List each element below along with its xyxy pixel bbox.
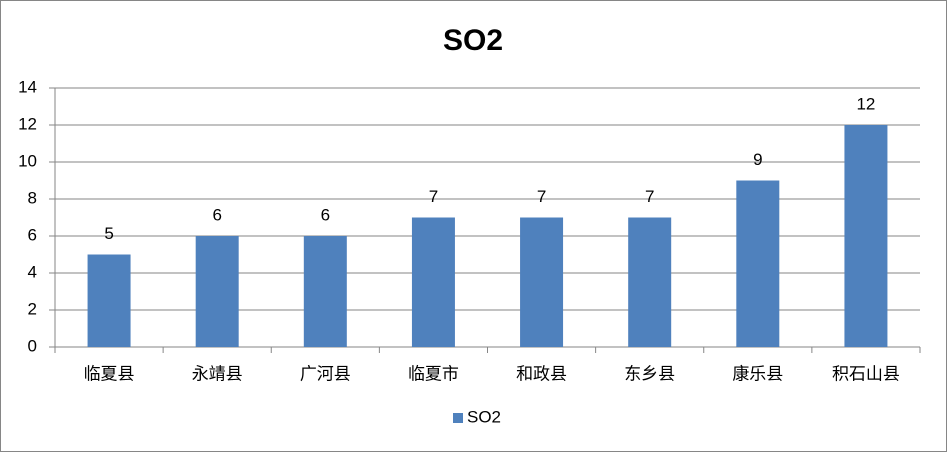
x-tick-label: 临夏县 <box>84 364 135 383</box>
x-tick-label: 广河县 <box>300 364 351 383</box>
data-label: 7 <box>429 187 438 206</box>
bar <box>736 180 780 347</box>
chart-title: SO2 <box>443 24 503 57</box>
x-tick-label: 积石山县 <box>832 364 900 383</box>
y-tick-label: 6 <box>28 225 37 244</box>
data-label: 7 <box>645 187 654 206</box>
data-label: 7 <box>537 187 546 206</box>
x-tick-label: 和政县 <box>516 364 567 383</box>
data-label: 9 <box>753 150 762 169</box>
bar <box>520 217 564 347</box>
y-tick-label: 4 <box>28 262 37 281</box>
data-label: 12 <box>856 94 875 113</box>
bar <box>87 254 131 347</box>
bar <box>628 217 672 347</box>
y-tick-label: 0 <box>28 336 37 355</box>
y-tick-label: 14 <box>18 77 37 96</box>
legend-label: SO2 <box>467 407 501 426</box>
x-tick-label: 临夏市 <box>408 364 459 383</box>
y-tick-label: 8 <box>28 188 37 207</box>
bar <box>195 236 239 347</box>
y-tick-label: 10 <box>18 151 37 170</box>
x-tick-label: 永靖县 <box>192 364 243 383</box>
legend-swatch <box>453 413 463 423</box>
x-tick-label: 康乐县 <box>732 364 783 383</box>
data-label: 6 <box>212 205 221 224</box>
x-tick-label: 东乡县 <box>624 364 675 383</box>
bar <box>411 217 455 347</box>
bar <box>303 236 347 347</box>
y-tick-label: 12 <box>18 114 37 133</box>
data-label: 5 <box>104 224 113 243</box>
bar <box>844 125 888 347</box>
y-tick-label: 2 <box>28 299 37 318</box>
data-label: 6 <box>321 205 330 224</box>
